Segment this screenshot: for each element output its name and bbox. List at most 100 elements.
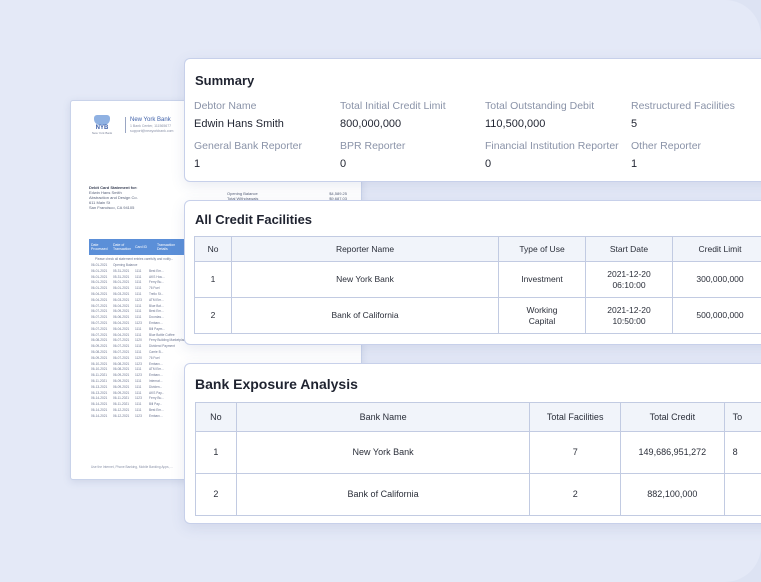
summary-value: 0 bbox=[485, 158, 492, 170]
statement-cell: 1120 bbox=[135, 338, 142, 343]
cell-truncated bbox=[723, 473, 761, 516]
statement-cell: Ferry Building Marketplace bbox=[149, 338, 187, 343]
statement-cell: 1111 bbox=[135, 349, 142, 354]
column-header: Date Processed bbox=[91, 243, 108, 251]
statement-cell: Doordas... bbox=[149, 315, 164, 320]
table-row[interactable]: 2 Bank of California 2 882,100,000 bbox=[195, 473, 761, 516]
statement-recipient: Debit Card Statement for: Edwin Hans Smi… bbox=[89, 185, 138, 210]
statement-cell: 06-04-2021 bbox=[113, 320, 130, 325]
statement-footer: Use the Internet, Phone Banking, Mobile … bbox=[91, 465, 174, 469]
summary-value: 5 bbox=[631, 118, 638, 130]
summary-label: Total Outstanding Debit bbox=[485, 100, 595, 112]
statement-cell: Trello St... bbox=[149, 291, 164, 296]
statement-cell: 06-10-2021 bbox=[91, 367, 108, 372]
summary-label: Restructured Facilities bbox=[631, 100, 735, 112]
table-row[interactable]: 2 Bank of California Working Capital 202… bbox=[194, 297, 761, 334]
statement-row: 06-04-2021 06-03-2021 1123 ATM Em... bbox=[91, 298, 361, 304]
statement-cell: 06-07-2021 bbox=[91, 320, 108, 325]
statement-cell: Dividend Payment bbox=[149, 344, 175, 349]
balance-value: $9,687.03 bbox=[329, 196, 347, 201]
statement-row: 06-04-2021 06-03-2021 1111 Trello St... bbox=[91, 292, 361, 298]
cell-no: 1 bbox=[194, 261, 232, 298]
column-header-bank-name[interactable]: Bank Name bbox=[235, 402, 531, 432]
summary-item-bpr-reporter: BPR Reporter 0 bbox=[340, 140, 485, 170]
cell-start-date: 2021-12-20 06:10:00 bbox=[585, 261, 673, 298]
logo-subtext: New York Bank bbox=[91, 131, 113, 135]
balance-value: $4,589.25 bbox=[329, 191, 347, 196]
summary-item-debtor-name: Debtor Name Edwin Hans Smith bbox=[194, 100, 339, 130]
statement-cell: 06-09-2021 bbox=[113, 373, 130, 378]
column-header-no[interactable]: No bbox=[194, 236, 232, 262]
balance-row: Total Withdrawals $9,687.03 bbox=[227, 196, 347, 201]
credit-facilities-card: All Credit Facilities No Reporter Name T… bbox=[184, 200, 761, 345]
cell-type-of-use: Investment bbox=[498, 261, 586, 298]
statement-cell: 06-10-2021 bbox=[91, 361, 108, 366]
statement-cell: Carrie B... bbox=[149, 349, 164, 354]
statement-row: 06-14-2021 06-11-2021 1111 Bill Pay... bbox=[91, 402, 361, 408]
recipient-line: Abstraction and Design Co. bbox=[89, 195, 138, 200]
statement-cell: 1111 bbox=[135, 303, 142, 308]
cell-credit-limit: 300,000,000 bbox=[672, 261, 761, 298]
statement-cell: 06-01-2021 bbox=[91, 274, 108, 279]
statement-cell: Embarc... bbox=[149, 373, 163, 378]
start-date-value: 2021-12-20 bbox=[607, 268, 651, 279]
statement-row: 06-10-2021 06-08-2021 1111 ATM Em... bbox=[91, 367, 361, 373]
summary-value: 800,000,000 bbox=[340, 118, 402, 130]
statement-row: 06-11-2021 06-09-2021 1111 Internat... bbox=[91, 379, 361, 385]
type-of-use-line: Capital bbox=[528, 315, 556, 326]
cell-no: 2 bbox=[195, 473, 237, 516]
table-row[interactable]: 1 New York Bank 7 149,686,951,272 8 bbox=[195, 431, 761, 474]
statement-row: 06-01-2021 06-01-2021 1111 76 Fuel bbox=[91, 286, 361, 292]
balance-label: Opening Balance bbox=[227, 191, 258, 196]
statement-cell: 06-03-2021 bbox=[113, 291, 130, 296]
statement-cell: 06-12-2021 bbox=[113, 407, 130, 412]
statement-cell: 06-01-2021 bbox=[113, 280, 130, 285]
column-header-no[interactable]: No bbox=[195, 402, 237, 432]
statement-cell: Best Em... bbox=[149, 309, 164, 314]
statement-cell: 06-01-2021 bbox=[91, 286, 108, 291]
summary-label: BPR Reporter bbox=[340, 140, 406, 152]
column-header-type-of-use[interactable]: Type of Use bbox=[498, 236, 586, 262]
statement-row: 06-07-2021 06-09-2021 1111 Best Em... bbox=[91, 309, 361, 315]
statement-cell: 06-11-2021 bbox=[91, 378, 108, 383]
column-header-start-date[interactable]: Start Date bbox=[585, 236, 673, 262]
statement-cell: 1111 bbox=[135, 274, 142, 279]
statement-cell: 06-01-2021 bbox=[113, 286, 130, 291]
summary-item-outstanding-debit: Total Outstanding Debit 110,500,000 bbox=[485, 100, 630, 130]
statement-cell: 76 Fuel bbox=[149, 286, 160, 291]
statement-cell: 06-08-2021 bbox=[91, 349, 108, 354]
statement-row: 06-07-2021 06-04-2021 1111 Bill Paym... bbox=[91, 327, 361, 333]
statement-cell: 06-14-2021 bbox=[91, 413, 108, 418]
bank-logo-icon bbox=[94, 115, 110, 125]
column-header-credit-limit[interactable]: Credit Limit bbox=[672, 236, 761, 262]
cell-total-facilities: 2 bbox=[529, 473, 622, 516]
statement-cell: 06-01-2021 bbox=[91, 280, 108, 285]
statement-cell: 06-07-2021 bbox=[91, 315, 108, 320]
statement-row: 06-11-2021 06-09-2021 1123 Embarc... bbox=[91, 373, 361, 379]
statement-cell: Opening Balance bbox=[113, 263, 138, 267]
statement-cell: 1123 bbox=[135, 361, 142, 366]
statement-cell: 1123 bbox=[135, 396, 142, 401]
cell-reporter-name: New York Bank bbox=[231, 261, 499, 298]
statement-cell: 06-12-2021 bbox=[113, 413, 130, 418]
column-header-total-credit[interactable]: Total Credit bbox=[620, 402, 725, 432]
statement-balances: Opening Balance $4,589.25 Total Withdraw… bbox=[227, 191, 347, 201]
statement-cell: 1111 bbox=[135, 332, 142, 337]
statement-cell: 06-08-2021 bbox=[91, 338, 108, 343]
summary-value: 1 bbox=[194, 158, 201, 170]
table-row[interactable]: 1 New York Bank Investment 2021-12-20 06… bbox=[194, 261, 761, 298]
statement-cell: 1120 bbox=[135, 355, 142, 360]
bank-logo: NYB New York Bank bbox=[91, 115, 113, 135]
statement-cell: 06-11-2021 bbox=[113, 396, 130, 401]
statement-cell: 1111 bbox=[135, 367, 142, 372]
column-header-total-facilities[interactable]: Total Facilities bbox=[529, 402, 622, 432]
statement-cell: 06-09-2021 bbox=[113, 390, 130, 395]
statement-cell: 1111 bbox=[135, 390, 142, 395]
column-header-reporter-name[interactable]: Reporter Name bbox=[231, 236, 499, 262]
cell-total-credit: 882,100,000 bbox=[620, 473, 725, 516]
summary-label: Other Reporter bbox=[631, 140, 702, 152]
bank-exposure-title: Bank Exposure Analysis bbox=[195, 376, 358, 392]
statement-row: 06-01-2021 05-31-2021 1111 AKS Hou... bbox=[91, 275, 361, 281]
start-time-value: 06:10:00 bbox=[612, 279, 646, 290]
column-header-truncated[interactable]: To bbox=[723, 402, 761, 432]
